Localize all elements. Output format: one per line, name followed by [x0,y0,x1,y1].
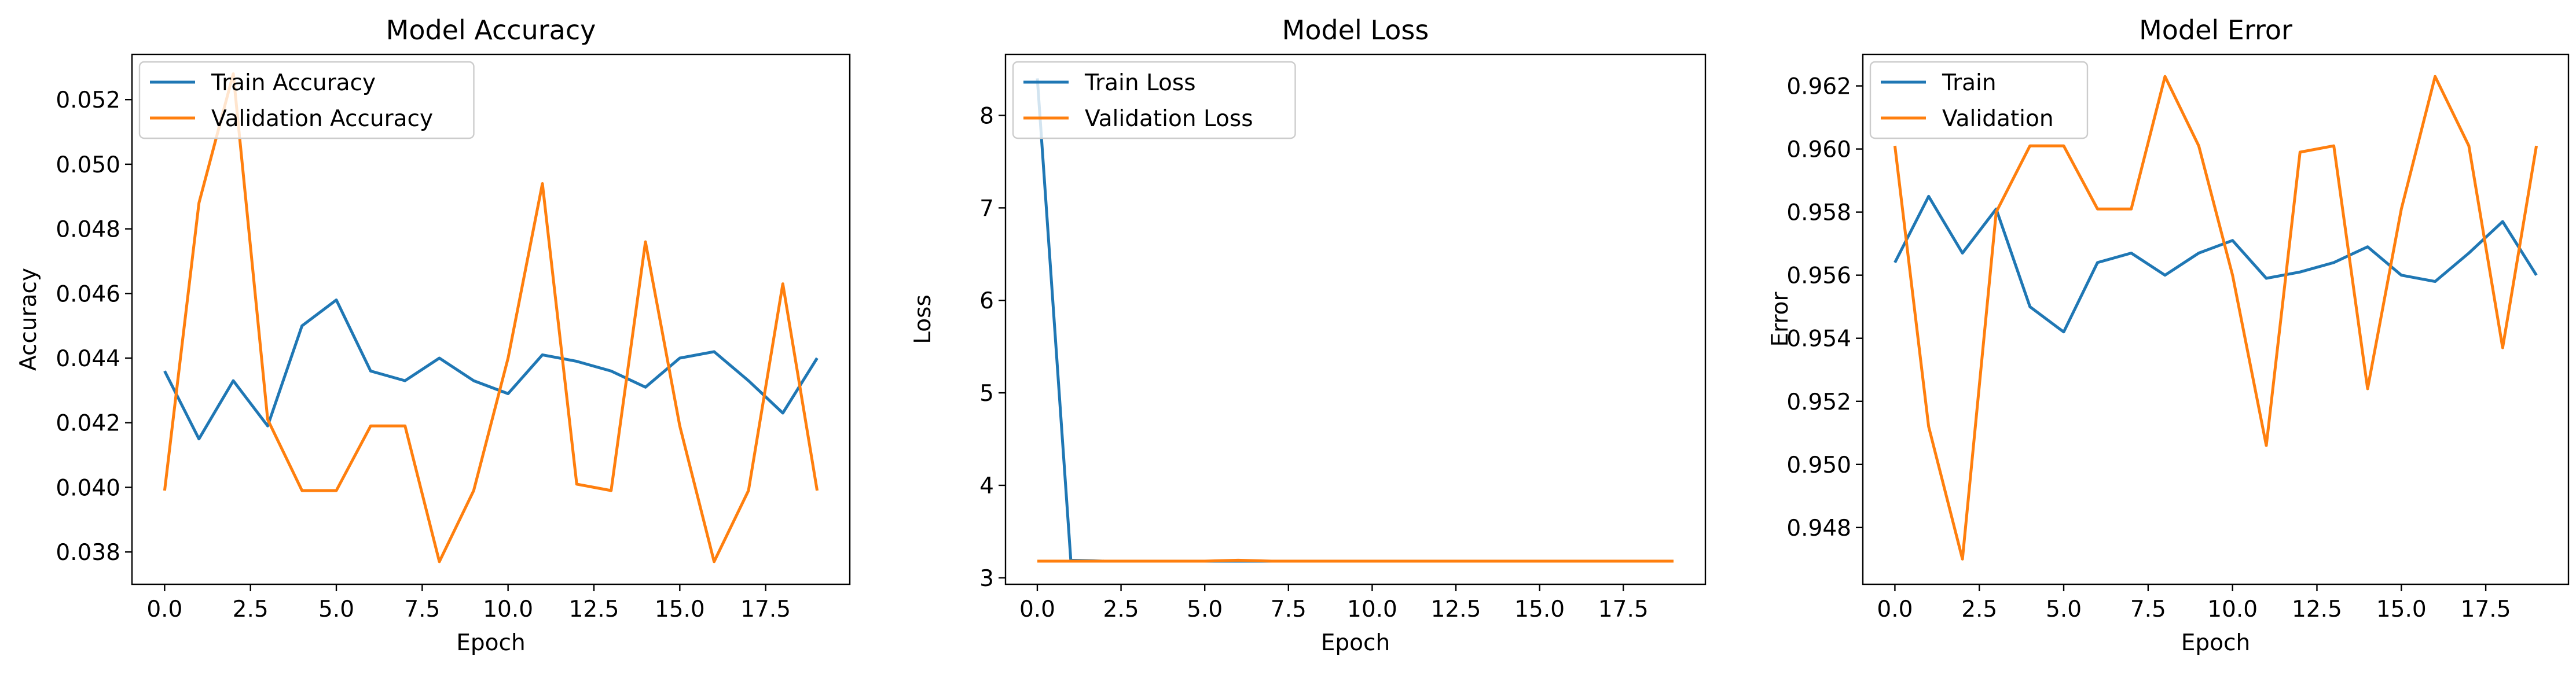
y-tick-label: 0.042 [56,411,120,437]
x-tick-label: 5.0 [2046,596,2082,622]
legend-label-validation: Validation [1942,106,2054,132]
series-line-train [163,299,819,441]
y-tick-label: 0.958 [1786,200,1851,226]
y-tick-label: 0.950 [1786,452,1851,478]
y-axis-label: Accuracy [16,268,42,371]
x-tick-label: 0.0 [146,596,182,622]
y-tick-label: 0.050 [56,152,120,178]
x-tick-label: 15.0 [655,596,705,622]
axes-frame [1862,53,2570,585]
legend-label-train: Train [1942,70,1997,96]
y-tick-label: 0.046 [56,281,120,307]
y-tick-label: 0.954 [1786,326,1851,352]
y-tick-label: 7 [979,196,994,222]
legend-label-validation: Validation Accuracy [211,106,433,132]
x-tick-label: 7.5 [2130,596,2166,622]
axes-frame [1004,53,1707,585]
x-tick-label: 7.5 [404,596,440,622]
y-tick-label: 5 [979,381,994,407]
legend: Train Loss Validation Loss [1012,61,1296,139]
x-tick-label: 2.5 [1961,596,1997,622]
legend-label-validation: Validation Loss [1085,106,1253,132]
x-tick-label: 2.5 [233,596,269,622]
series-line-validation [1037,558,1674,563]
y-tick-label: 8 [979,104,994,130]
x-tick-label: 12.5 [569,596,619,622]
chart-title: Model Accuracy [386,14,596,46]
axes-frame [131,53,851,585]
x-axis-label: Epoch [2181,630,2250,656]
legend-box [138,61,475,139]
y-tick-label: 0.038 [56,540,120,566]
chart-panel-3: 0.0 2.5 5.0 7.5 10.0 12.5 15.0 17.5 0.948 0.950 0.… [1767,14,2570,656]
x-tick-label: 0.0 [1019,596,1055,622]
chart-title: Model Error [2139,14,2292,46]
y-axis-label: Error [1767,292,1793,347]
x-tick-label: 17.5 [740,596,791,622]
x-tick-label: 5.0 [1187,596,1223,622]
x-tick-label: 2.5 [1103,596,1139,622]
chart-panel-2: 0.0 2.5 5.0 7.5 10.0 12.5 15.0 17.5 3 4 5 6 7 8 Model … [910,14,1707,656]
x-tick-label: 10.0 [483,596,533,622]
y-tick-label: 0.040 [56,475,120,501]
series-line-train [1036,78,1674,563]
x-tick-label: 17.5 [2461,596,2511,622]
y-tick-label: 0.044 [56,346,120,372]
y-axis-label: Loss [910,294,936,344]
x-tick-label: 5.0 [318,596,354,622]
x-axis-label: Epoch [456,630,525,656]
legend-label-train: Train Accuracy [211,70,376,96]
x-tick-label: 12.5 [1431,596,1481,622]
x-tick-label: 15.0 [1514,596,1565,622]
x-tick-label: 7.5 [1271,596,1307,622]
legend-label-train: Train Loss [1084,70,1196,96]
y-tick-label: 0.052 [56,87,120,113]
x-tick-label: 15.0 [2376,596,2427,622]
x-tick-label: 17.5 [1598,596,1649,622]
y-tick-label: 0.962 [1786,74,1851,100]
legend-box [1012,61,1296,139]
x-axis-label: Epoch [1321,630,1390,656]
y-tick-label: 0.048 [56,217,120,243]
y-tick-label: 0.956 [1786,263,1851,289]
x-tick-label: 10.0 [2207,596,2258,622]
x-tick-label: 10.0 [1347,596,1397,622]
legend: Train Validation [1869,61,2089,139]
y-tick-label: 0.952 [1786,389,1851,415]
series-line-train [1894,194,2538,334]
legend: Train Accuracy Validation Accuracy [138,61,475,139]
y-tick-label: 3 [979,566,994,592]
x-tick-label: 12.5 [2292,596,2342,622]
y-tick-label: 0.948 [1786,515,1851,541]
x-tick-label: 0.0 [1877,596,1913,622]
series-line-validation [163,72,819,563]
y-tick-label: 6 [979,288,994,314]
series-line-validation [1893,75,2538,561]
y-tick-label: 0.960 [1786,137,1851,163]
chart-panel-1: 0.0 2.5 5.0 7.5 10.0 12.5 15.0 17.5 0.038 0.040 0.… [16,14,851,656]
chart-title: Model Loss [1282,14,1429,46]
y-tick-label: 4 [979,473,994,499]
